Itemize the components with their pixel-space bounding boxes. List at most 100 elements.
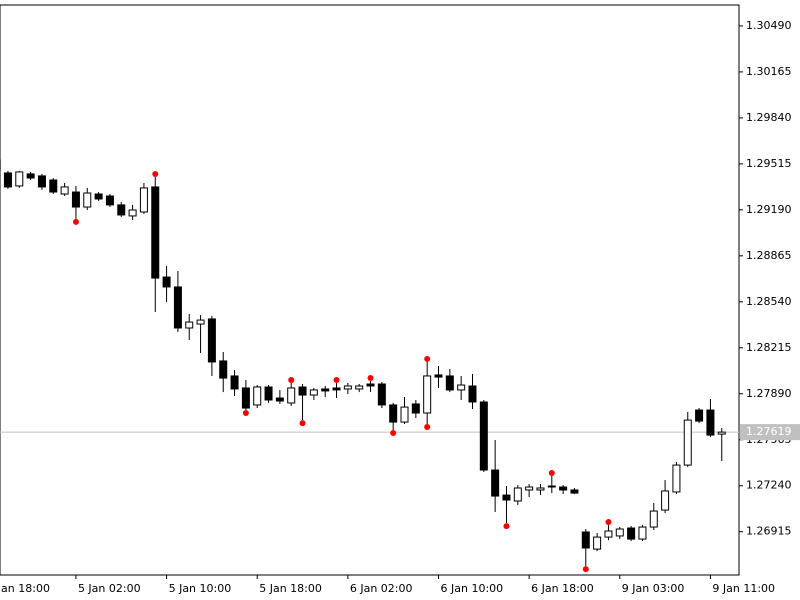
fractal-up	[548, 469, 555, 476]
candle-body	[615, 528, 624, 537]
fractal-up	[288, 377, 295, 384]
candle-body	[230, 375, 239, 390]
candle-body	[207, 318, 216, 363]
candle-body	[15, 171, 24, 187]
fractal-up	[605, 519, 612, 526]
candle-body	[400, 406, 409, 423]
candle-body	[513, 487, 522, 502]
y-tick-label: 1.27240	[746, 479, 792, 492]
candle-body	[411, 403, 420, 414]
y-tick-label: 1.30165	[746, 65, 792, 78]
candle-body	[162, 276, 171, 288]
candle-body	[151, 186, 160, 279]
x-tick-label: 9 Jan 11:00	[712, 582, 775, 595]
candle-body	[105, 195, 114, 206]
candle-body	[264, 386, 273, 401]
x-tick-label: 5 Jan 02:00	[78, 582, 141, 595]
y-tick-label: 1.28865	[746, 249, 792, 262]
candle-body	[536, 487, 545, 491]
y-tick-label: 1.28215	[746, 341, 792, 354]
candle-body	[275, 397, 284, 402]
x-tick-label: 5 Jan 10:00	[169, 582, 232, 595]
candle-body	[83, 192, 92, 208]
candle-body	[638, 526, 647, 540]
x-tick-label: 6 Jan 02:00	[350, 582, 413, 595]
y-tick-label: 1.29190	[746, 203, 792, 216]
fractal-up	[424, 355, 431, 362]
candle-body	[559, 486, 568, 491]
candle-body	[219, 360, 228, 379]
candle-body	[94, 193, 103, 200]
candle-body	[321, 388, 330, 392]
candle-body	[672, 464, 681, 493]
candle-body	[139, 187, 148, 213]
candle-body	[377, 383, 386, 406]
candle-body	[661, 490, 670, 511]
candle-body	[128, 209, 137, 217]
candle-body	[717, 431, 726, 435]
candle-body	[185, 321, 194, 329]
fractal-down	[299, 420, 306, 427]
candle-body	[253, 386, 262, 406]
y-tick-label: 1.29840	[746, 111, 792, 124]
fractal-up	[367, 375, 374, 382]
candle-body	[366, 383, 375, 387]
candle-body	[287, 387, 296, 404]
candle-body	[706, 409, 715, 436]
candle-body	[298, 386, 307, 396]
candle-body	[117, 204, 126, 216]
candle-body	[434, 374, 443, 378]
candle-body	[649, 510, 658, 528]
candle-body	[26, 173, 35, 179]
y-tick-label: 1.29515	[746, 157, 792, 170]
candle-body	[445, 375, 454, 391]
candle-body	[695, 409, 704, 422]
candle-body	[547, 485, 556, 488]
candle-body	[593, 536, 602, 550]
candle-body	[525, 486, 534, 491]
y-tick-label: 1.30490	[746, 19, 792, 32]
current-price-label: 1.27619	[746, 425, 792, 438]
plot-frame	[0, 4, 740, 576]
x-tick-label: 5 Jan 18:00	[259, 582, 322, 595]
candle-body	[49, 179, 58, 193]
candle-body	[502, 494, 511, 501]
candle-body	[241, 387, 250, 409]
candle-body	[173, 286, 182, 329]
fractal-down	[424, 424, 431, 431]
candle-body	[604, 530, 613, 538]
candle-body	[60, 186, 69, 195]
candle-body	[71, 191, 80, 208]
y-tick-label: 1.28540	[746, 295, 792, 308]
x-tick-label: 4 Jan 18:00	[0, 582, 50, 595]
candle-body	[491, 469, 500, 497]
candle-body	[37, 175, 46, 188]
fractal-down	[503, 523, 510, 530]
fractal-down	[242, 410, 249, 417]
fractal-down	[582, 566, 589, 573]
candle-body	[479, 401, 488, 471]
current-price-box	[740, 424, 800, 441]
candle-body	[3, 172, 12, 188]
candle-body	[570, 489, 579, 494]
x-tick-label: 6 Jan 18:00	[531, 582, 594, 595]
x-tick-label: 6 Jan 10:00	[441, 582, 504, 595]
candle-body	[343, 385, 352, 390]
candle-body	[332, 387, 341, 391]
candle-body	[683, 419, 692, 466]
x-tick-label: 9 Jan 03:00	[622, 582, 685, 595]
candle-body	[581, 531, 590, 549]
candle-body	[355, 385, 364, 390]
candle-body	[309, 389, 318, 396]
candle-body	[627, 527, 636, 540]
fractal-up	[333, 377, 340, 384]
candle-body	[196, 319, 205, 325]
candle-body	[468, 385, 477, 403]
candle-body	[423, 375, 432, 414]
fractal-up	[152, 171, 159, 178]
fractal-down	[72, 218, 79, 225]
y-tick-label: 1.27890	[746, 387, 792, 400]
candle-body	[389, 404, 398, 423]
candle-body	[457, 384, 466, 391]
